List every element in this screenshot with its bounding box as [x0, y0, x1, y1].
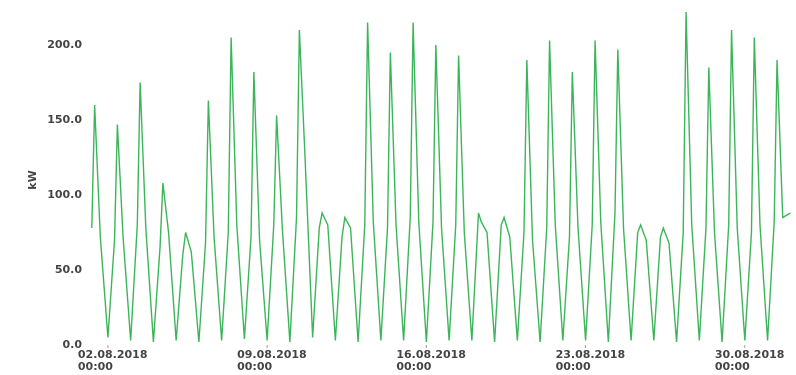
x-tick-label: 23.08.2018 00:00 [555, 348, 626, 373]
y-tick-label: 150.0 [47, 113, 82, 126]
y-tick-label: 0.0 [63, 338, 83, 351]
x-tick-label: 16.08.2018 00:00 [396, 348, 466, 373]
x-tick-label: 09.08.2018 00:00 [237, 348, 307, 373]
y-tick-label: 100.0 [47, 188, 82, 201]
y-tick-label: 50.0 [55, 263, 82, 276]
y-tick-label: 200.0 [47, 38, 82, 51]
data-line [91, 11, 791, 343]
y-axis-label: kW [26, 170, 39, 189]
x-tick-label: 30.08.2018 00:00 [714, 348, 785, 373]
x-tick-label: 02.08.2018 00:00 [77, 348, 148, 373]
